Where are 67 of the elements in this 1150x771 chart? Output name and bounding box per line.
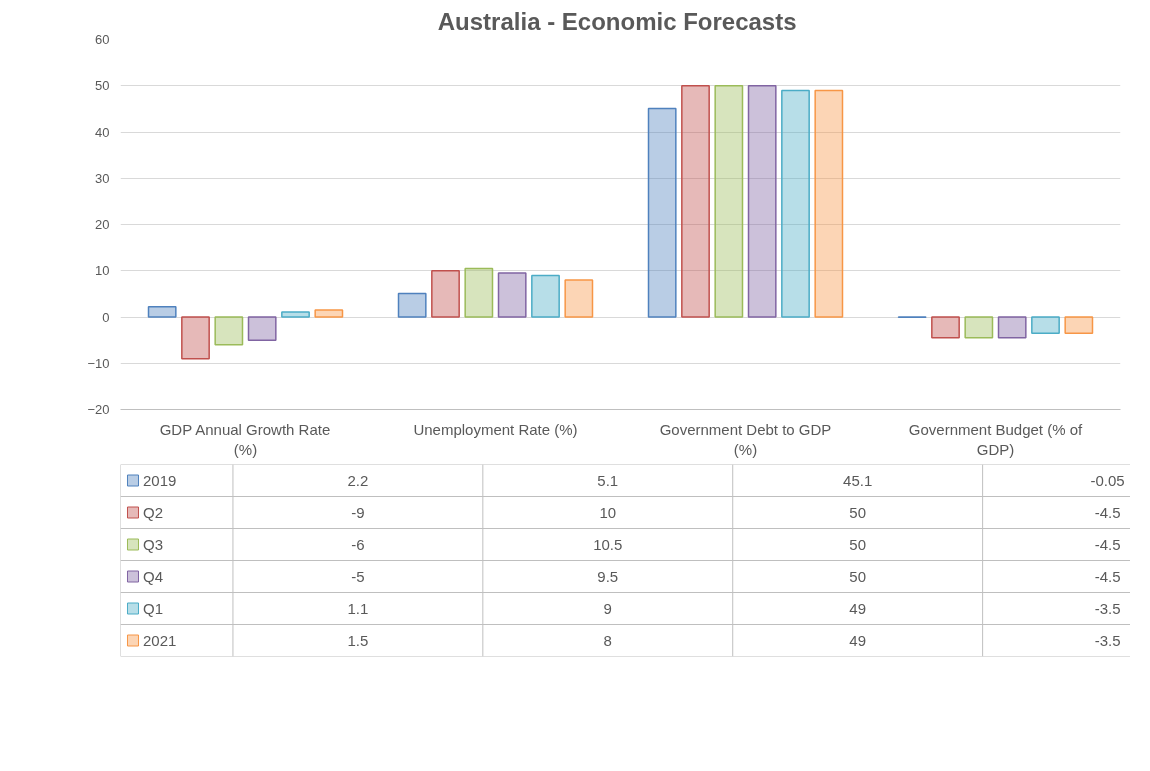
y-tick-label: 40: [95, 124, 110, 140]
data-label: 1.5: [347, 631, 369, 649]
bar: [181, 316, 210, 360]
bar: [814, 89, 844, 318]
bar: [214, 316, 244, 346]
data-label: 50: [849, 535, 867, 553]
y-tick-label: −10: [87, 355, 110, 371]
y-tick-label: 10: [95, 263, 110, 279]
y-tick-label: 60: [95, 32, 110, 47]
data-label: 45.1: [843, 471, 873, 489]
y-tick-label: 30: [95, 170, 110, 186]
data-label: -4.5: [1094, 535, 1121, 553]
legend-label: 2021: [142, 631, 177, 649]
chart-title: Australia - Economic Forecasts: [437, 7, 797, 35]
y-tick-label: 0: [102, 309, 110, 325]
legend-label: Q3: [142, 536, 164, 553]
bar: [931, 316, 960, 339]
bar: [647, 107, 677, 318]
data-label: 8: [603, 631, 612, 649]
x-tick-label: Unemployment Rate (%): [413, 420, 578, 438]
bar: [747, 85, 777, 318]
bar: [781, 89, 810, 318]
data-label: 9.5: [597, 567, 619, 585]
bar: [714, 85, 744, 318]
data-label: -5: [351, 567, 365, 585]
data-label: -3.5: [1094, 599, 1121, 617]
x-tick-label: Government Budget (% of GDP): [908, 420, 1084, 458]
bar: [281, 311, 310, 318]
data-label: 5.1: [597, 471, 619, 489]
data-label: 49: [849, 631, 867, 649]
bar: [964, 316, 994, 339]
data-label: -4.5: [1094, 567, 1121, 585]
bar: [147, 306, 177, 318]
bar: [1031, 316, 1060, 334]
bar: [247, 316, 277, 341]
data-label: 50: [849, 567, 867, 585]
data-label: -3.5: [1094, 631, 1121, 649]
data-label: -4.5: [1094, 503, 1121, 521]
bar: [681, 85, 710, 318]
data-label: 50: [849, 503, 867, 521]
x-tick-label: Government Debt to GDP (%): [659, 420, 832, 458]
bar: [497, 272, 527, 318]
legend-label: Q2: [142, 504, 164, 521]
legend-label: Q1: [142, 600, 164, 617]
data-label: 49: [849, 599, 867, 617]
bar: [397, 292, 427, 318]
bar: [431, 270, 460, 318]
y-tick-label: 50: [95, 78, 110, 94]
data-label: -9: [351, 503, 365, 521]
data-label: 9: [603, 599, 612, 617]
data-label: 1.1: [347, 599, 369, 617]
bar: [1064, 316, 1094, 334]
bar: [314, 309, 344, 318]
data-label: 10.5: [593, 535, 623, 553]
legend-label: Q4: [142, 568, 164, 585]
y-tick-label: −20: [87, 402, 110, 417]
data-label: 10: [599, 503, 617, 521]
data-label: -6: [351, 535, 365, 553]
data-label: -0.05: [1090, 471, 1125, 489]
bar: [564, 279, 594, 318]
y-tick-label: 20: [95, 217, 110, 232]
bar: [997, 316, 1027, 339]
legend-label: 2019: [142, 471, 177, 489]
data-label: 2.2: [347, 471, 369, 489]
bar: [464, 267, 494, 318]
x-tick-label: GDP Annual Growth Rate (%): [159, 420, 331, 458]
bar: [531, 274, 560, 318]
